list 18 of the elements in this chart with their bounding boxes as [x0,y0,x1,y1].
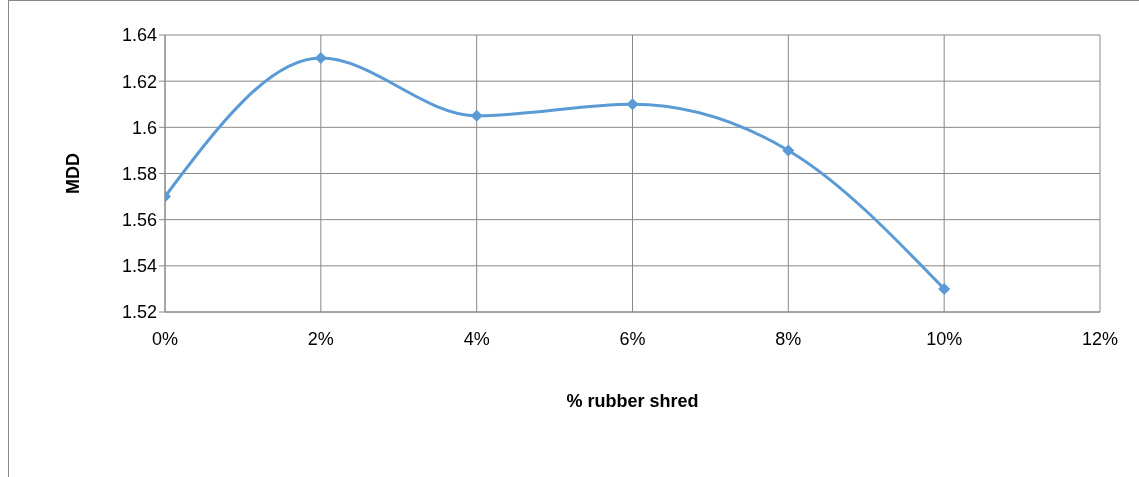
x-tick-label: 2% [307,328,334,349]
x-tick-label: 0% [151,328,179,349]
x-tick-label: 8% [775,328,802,349]
x-tick-label: 12% [1081,328,1119,349]
y-tick-label: 1.64 [121,25,157,46]
y-tick-label: 1.6 [131,117,157,138]
x-tick-label: 10% [926,328,963,349]
point [938,282,951,295]
x-tick-label: 6% [619,328,646,349]
y-tick-label: 1.52 [121,302,157,323]
x-axis-title: % rubber shred [566,391,699,411]
point [782,144,795,157]
y-axis-title: MDD [63,153,84,194]
y-tick-label: 1.62 [121,71,157,92]
y-tick-label: 1.54 [121,256,157,277]
x-tick-label: 4% [463,328,490,349]
y-tick-label: 1.58 [121,163,157,184]
y-tick-label: 1.56 [121,210,157,231]
